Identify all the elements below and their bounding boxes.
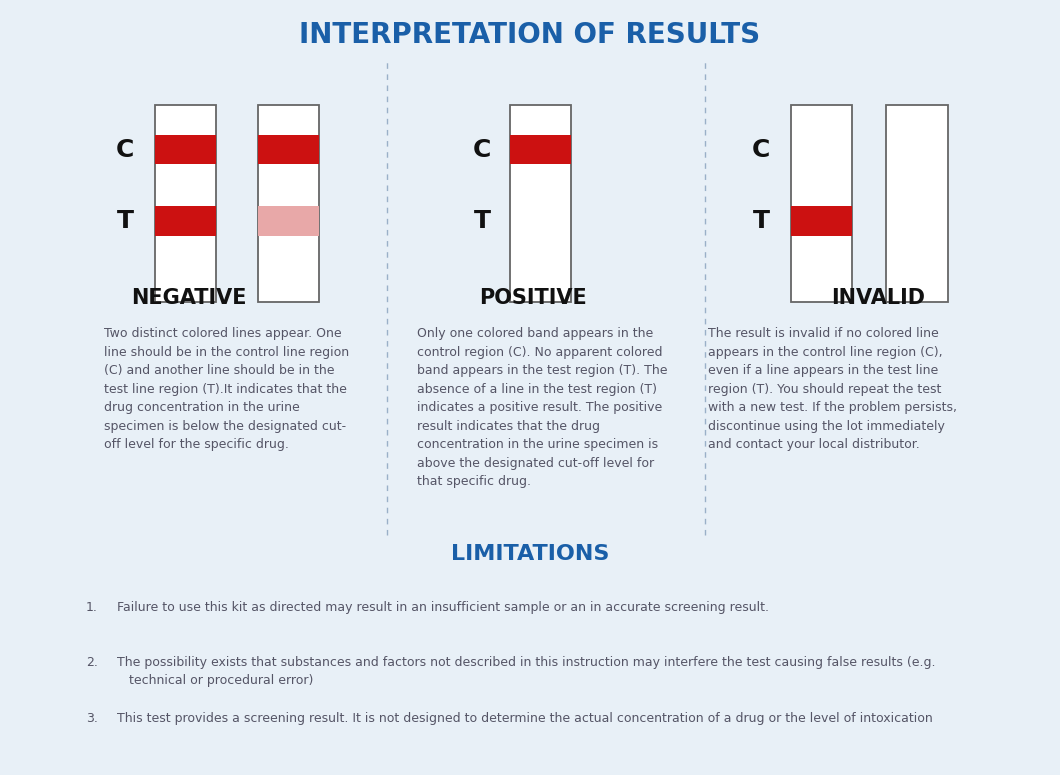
Bar	[258, 105, 319, 302]
Text: T: T	[117, 209, 134, 232]
Text: LIMITATIONS: LIMITATIONS	[450, 544, 610, 564]
Bar	[155, 206, 216, 236]
Text: 1.: 1.	[86, 601, 98, 614]
Text: T: T	[474, 209, 491, 232]
Text: INVALID: INVALID	[831, 288, 924, 308]
Bar	[886, 105, 948, 302]
Bar	[791, 105, 852, 302]
Bar	[258, 135, 319, 164]
Text: INTERPRETATION OF RESULTS: INTERPRETATION OF RESULTS	[299, 21, 761, 49]
Text: Two distinct colored lines appear. One
line should be in the control line region: Two distinct colored lines appear. One l…	[104, 327, 349, 451]
Text: C: C	[752, 138, 771, 161]
Bar	[510, 105, 571, 302]
Bar	[155, 135, 216, 164]
Bar	[258, 206, 319, 236]
Text: Failure to use this kit as directed may result in an insufficient sample or an i: Failure to use this kit as directed may …	[117, 601, 768, 614]
Text: 2.: 2.	[86, 656, 98, 670]
Text: C: C	[473, 138, 492, 161]
Text: POSITIVE: POSITIVE	[479, 288, 587, 308]
Text: The possibility exists that substances and factors not described in this instruc: The possibility exists that substances a…	[117, 656, 935, 687]
Text: C: C	[116, 138, 135, 161]
Text: NEGATIVE: NEGATIVE	[131, 288, 246, 308]
Text: T: T	[753, 209, 770, 232]
Text: The result is invalid if no colored line
appears in the control line region (C),: The result is invalid if no colored line…	[708, 327, 957, 451]
Bar	[510, 135, 571, 164]
Text: This test provides a screening result. It is not designed to determine the actua: This test provides a screening result. I…	[117, 712, 933, 725]
Bar	[155, 105, 216, 302]
Bar	[791, 206, 852, 236]
Text: Only one colored band appears in the
control region (C). No apparent colored
ban: Only one colored band appears in the con…	[417, 327, 667, 488]
Text: 3.: 3.	[86, 712, 98, 725]
